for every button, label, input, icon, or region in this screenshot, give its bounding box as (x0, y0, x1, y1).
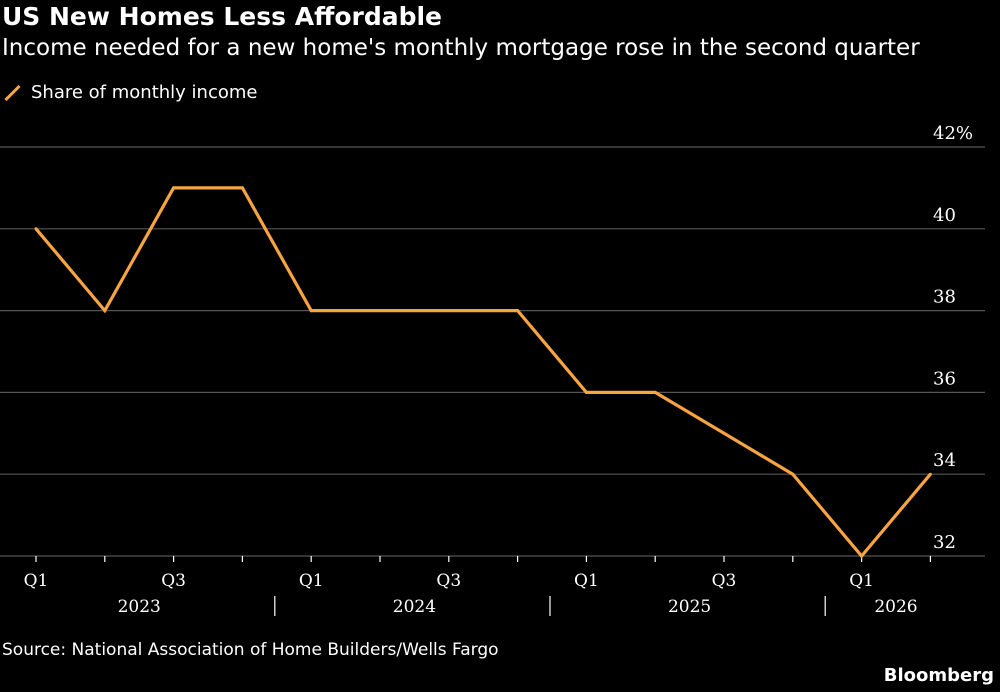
data-point (309, 309, 313, 313)
series-line (34, 186, 932, 559)
y-tick-label: 38 (933, 287, 956, 308)
data-point (103, 309, 107, 313)
x-tick-label: Q3 (712, 571, 737, 591)
data-point (928, 472, 932, 476)
grid-lines (0, 146, 985, 557)
x-axis-ticks: Q1 Q3 Q1 Q3 Q1 Q3 Q1 2023 2024 2025 2026 (24, 556, 932, 617)
y-tick-label: 40 (933, 205, 956, 226)
data-point (172, 186, 176, 190)
y-tick-label: 32 (933, 532, 956, 553)
y-tick-label: 34 (933, 450, 956, 471)
bloomberg-logo: Bloomberg (883, 665, 994, 686)
data-point (791, 472, 795, 476)
x-year-label: 2026 (874, 597, 917, 617)
data-point (722, 431, 726, 435)
x-tick-label: Q3 (436, 571, 461, 591)
chart-subtitle: Income needed for a new home's monthly m… (2, 35, 920, 61)
x-year-label: 2025 (668, 597, 711, 617)
data-point (378, 309, 382, 313)
x-tick-label: Q3 (161, 571, 186, 591)
legend: Share of monthly income (4, 82, 257, 103)
x-year-label: 2023 (118, 597, 161, 617)
data-point (447, 309, 451, 313)
chart-title: US New Homes Less Affordable (2, 2, 443, 31)
x-tick-label: Q1 (299, 571, 324, 591)
data-point (516, 309, 520, 313)
x-tick-label: Q1 (24, 571, 49, 591)
legend-label: Share of monthly income (31, 82, 258, 103)
y-tick-label: 36 (933, 368, 956, 389)
x-tick-label: Q1 (849, 571, 874, 591)
x-tick-label: Q1 (574, 571, 599, 591)
y-axis-ticks: 42% 40 38 36 34 32 (933, 123, 973, 553)
data-point (860, 554, 864, 558)
data-point (584, 390, 588, 394)
x-year-label: 2024 (393, 597, 436, 617)
data-point (34, 227, 38, 231)
data-point (653, 390, 657, 394)
data-point (240, 186, 244, 190)
source-note: Source: National Association of Home Bui… (2, 640, 499, 660)
series-layer (34, 186, 932, 559)
y-tick-label: 42% (933, 123, 973, 144)
